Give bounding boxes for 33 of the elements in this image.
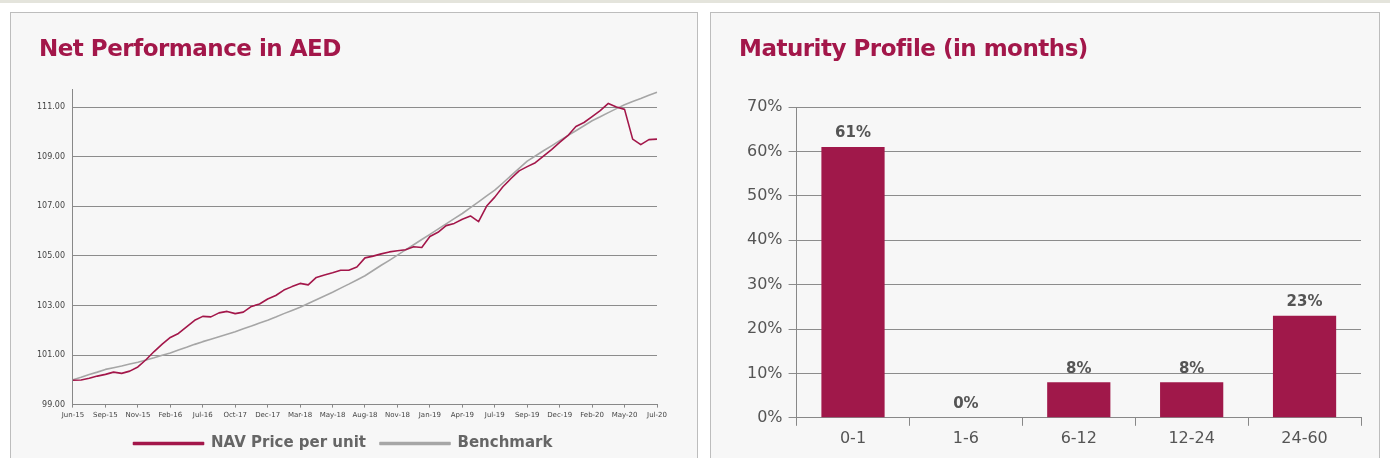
data-label: 8% xyxy=(1066,358,1092,377)
x-tick-label: 6-12 xyxy=(1060,427,1097,447)
y-tick-label: 30% xyxy=(747,273,783,293)
y-tick-label: 0% xyxy=(757,406,783,426)
data-label: 8% xyxy=(1178,358,1205,377)
legend-label: Benchmark xyxy=(457,433,554,452)
chart-title: Maturity Profile (in months) xyxy=(739,35,1088,61)
y-tick-label: 20% xyxy=(747,318,783,338)
y-tick-label: 40% xyxy=(747,229,783,249)
y-tick-label: 99.00 xyxy=(42,399,65,409)
y-tick-label: 103.00 xyxy=(36,300,65,310)
y-tick-label: 105.00 xyxy=(36,250,65,260)
y-tick-label: 111.00 xyxy=(36,102,65,112)
x-tick-label: 12-24 xyxy=(1168,427,1215,447)
y-tick-label: 50% xyxy=(747,184,783,204)
x-tick-label: 24-60 xyxy=(1281,427,1328,447)
y-tick-label: 60% xyxy=(747,140,783,160)
x-tick-label: 0-1 xyxy=(839,427,867,447)
legend-label: NAV Price per unit xyxy=(211,433,367,452)
y-tick-label: 109.00 xyxy=(36,151,65,161)
y-tick-label: 101.00 xyxy=(36,350,65,360)
bar xyxy=(821,146,885,418)
x-tick-label: 1-6 xyxy=(952,427,979,447)
bar xyxy=(1160,382,1224,418)
y-tick-label: 10% xyxy=(747,362,783,382)
chart-title: Net Performance in AED xyxy=(39,35,341,61)
y-tick-label: 70% xyxy=(747,96,783,116)
data-label: 23% xyxy=(1286,292,1323,311)
data-label: 0% xyxy=(953,394,979,413)
bar xyxy=(1272,315,1337,418)
y-tick-label: 107.00 xyxy=(36,201,65,211)
data-label: 61% xyxy=(835,123,871,142)
bar xyxy=(1047,382,1111,418)
